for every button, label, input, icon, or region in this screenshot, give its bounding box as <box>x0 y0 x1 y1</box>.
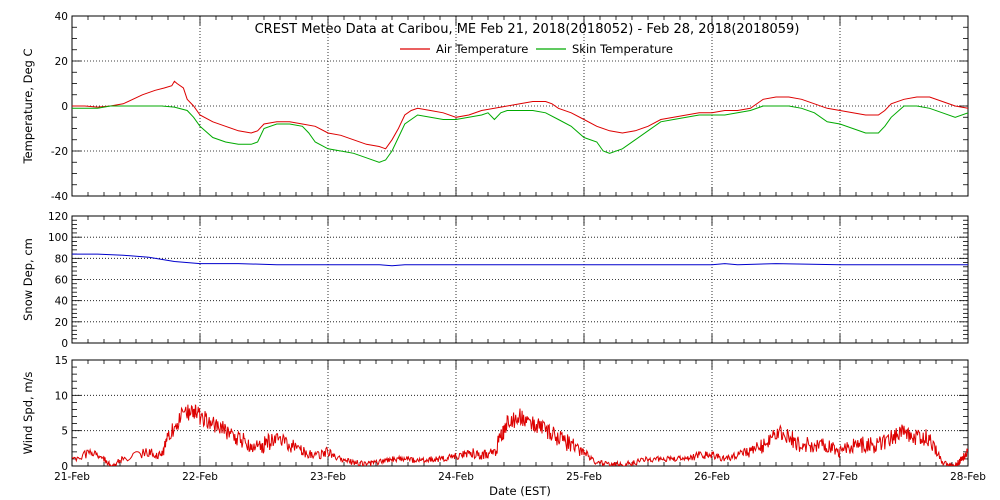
y-axis-label: Wind Spd, m/s <box>21 372 35 455</box>
x-axis-label: Date (EST) <box>489 484 551 498</box>
y-tick-label: 15 <box>55 355 68 367</box>
x-tick-label: 28-Feb <box>950 471 986 483</box>
y-tick-label: 20 <box>55 56 68 68</box>
y-tick-label: 0 <box>61 101 68 113</box>
y-tick-label: 0 <box>61 338 68 350</box>
y-tick-label: 0 <box>61 461 68 473</box>
y-tick-label: -20 <box>51 146 68 158</box>
series-line <box>72 105 968 163</box>
y-tick-label: -40 <box>51 191 68 203</box>
temperature-panel: -40 -20 0 20 40 Temperature, Deg C <box>21 11 969 203</box>
y-tick-label: 5 <box>61 426 68 438</box>
y-axis-label: Snow Dep, cm <box>21 238 35 321</box>
y-tick-label: 40 <box>55 11 68 23</box>
series-line <box>72 80 968 150</box>
x-tick-label: 27-Feb <box>822 471 858 483</box>
y-tick-label: 20 <box>55 317 68 329</box>
x-tick-label: 24-Feb <box>438 471 474 483</box>
y-tick-label: 80 <box>55 253 68 265</box>
legend-label: Skin Temperature <box>572 42 673 56</box>
x-tick-label: 26-Feb <box>694 471 730 483</box>
y-tick-label: 10 <box>55 390 68 402</box>
y-tick-label: 60 <box>55 275 68 287</box>
legend-label: Air Temperature <box>436 42 528 56</box>
wind-speed-panel: 0 5 10 15 21-Feb 22-Feb 23-Feb 24-Feb 25-Feb 26-F… <box>21 355 986 483</box>
y-tick-label: 120 <box>48 211 68 223</box>
x-tick-label: 22-Feb <box>182 471 218 483</box>
y-tick-label: 40 <box>55 296 68 308</box>
legend: Air Temperature Skin Temperature <box>400 42 673 56</box>
series-line <box>72 404 968 466</box>
snow-depth-panel: 0 20 40 60 80 100 120 Snow Dep, cm <box>21 211 969 350</box>
series-line <box>72 253 968 267</box>
chart-title: CREST Meteo Data at Caribou, ME Feb 21, … <box>255 22 800 37</box>
x-tick-label: 25-Feb <box>566 471 602 483</box>
y-axis-label: Temperature, Deg C <box>21 48 35 164</box>
y-tick-label: 100 <box>48 232 68 244</box>
x-tick-label: 21-Feb <box>54 471 90 483</box>
x-tick-label: 23-Feb <box>310 471 346 483</box>
